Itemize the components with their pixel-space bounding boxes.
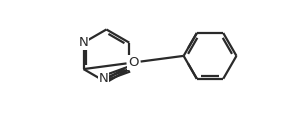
- Text: O: O: [128, 56, 139, 69]
- Text: N: N: [98, 72, 108, 85]
- Text: N: N: [79, 36, 88, 49]
